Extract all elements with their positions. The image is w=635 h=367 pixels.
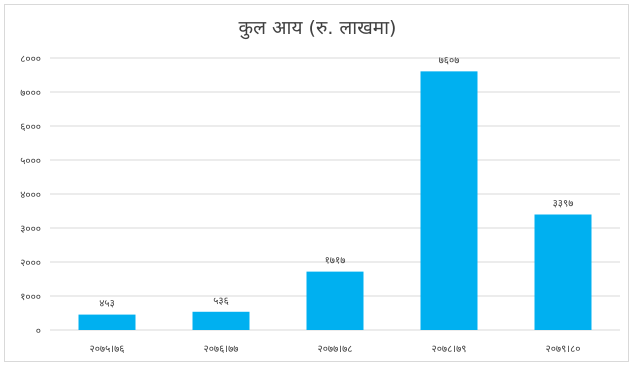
y-tick-label: ० [36,326,41,337]
y-tick-label: ५००० [20,156,41,167]
x-tick-label: २०७६।७७ [204,344,239,355]
chart-title: कुल आय (रु. लाखमा) [238,17,397,39]
y-tick-label: ६००० [20,122,41,133]
data-label: ५३६ [213,296,229,307]
bar [534,214,592,330]
y-tick-label: २००० [20,258,41,269]
y-tick-label: १००० [20,292,41,303]
bar [306,271,364,330]
x-tick-label: २०७८।७९ [432,344,467,355]
y-tick-label: ३००० [20,224,41,235]
y-tick-label: ४००० [20,190,41,201]
data-label: ७६०७ [439,55,460,66]
x-axis-ticks: २०७५।७६ २०७६।७७ २०७७।७८ २०७८।७९ २०७९।८० [90,344,581,355]
gridlines [50,57,620,331]
bar [420,71,478,330]
data-labels: ४५३ ५३६ १७१७ ७६०७ ३३९७ [99,55,573,309]
y-tick-label: ७००० [20,88,41,99]
data-label: ४५३ [99,299,115,310]
data-label: १७१७ [325,256,346,267]
y-tick-label: ८००० [20,54,41,65]
data-label: ३३९७ [553,199,574,210]
bars [78,71,592,330]
x-tick-label: २०७७।७८ [318,344,353,355]
x-tick-label: २०७९।८० [546,344,581,355]
bar [78,314,136,330]
bar [192,311,250,330]
y-axis-ticks: ० १००० २००० ३००० ४००० ५००० ६००० ७००० ८००० [20,54,41,337]
x-tick-label: २०७५।७६ [90,344,125,355]
